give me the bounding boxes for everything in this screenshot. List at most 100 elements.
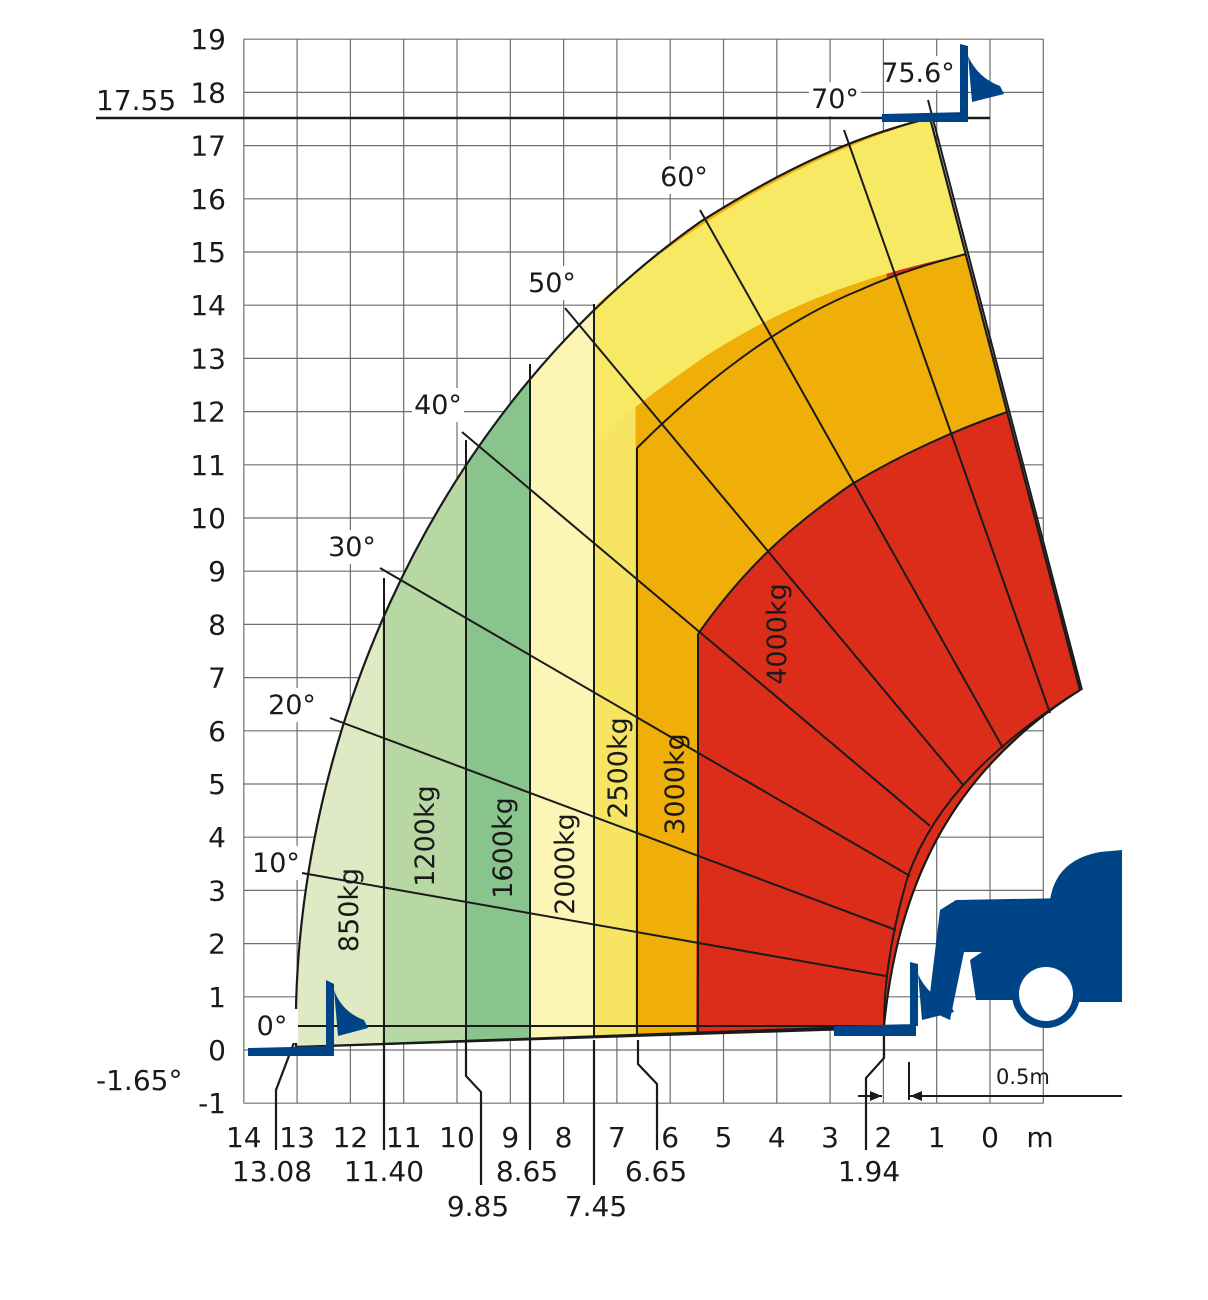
angle-label-bg (246, 1009, 298, 1043)
telehandler-boom-icon (928, 898, 1070, 1020)
y-tick-label: 15 (190, 236, 226, 269)
y-tick-label: 1 (208, 981, 226, 1014)
x-tick-label: 7 (608, 1121, 626, 1154)
boundary-label-6-65: 6.65 (625, 1155, 687, 1188)
y-tick-label: 2 (208, 928, 226, 961)
band-boundary (636, 253, 967, 449)
angle-line (461, 431, 931, 827)
y-tick-label: 13 (190, 342, 226, 375)
angle-label: 10° (252, 848, 300, 879)
y-tick-label: 18 (190, 76, 226, 109)
telehandler-icon (928, 850, 1122, 1028)
angle-line (379, 567, 911, 877)
x-tick-label: 6 (661, 1121, 679, 1154)
x-tick-label: 13 (279, 1121, 315, 1154)
angle-label-bg (809, 82, 861, 116)
band-red (696, 412, 1080, 1032)
y-tick-label: 17 (190, 130, 226, 163)
x-tick-label: 5 (715, 1121, 733, 1154)
x-tick-label: 12 (333, 1121, 369, 1154)
y-tick-label: 7 (208, 662, 226, 695)
boundary-label-9-85: 9.85 (447, 1190, 509, 1223)
band-yellow-upper (595, 118, 966, 440)
y-tick-label: 9 (208, 555, 226, 588)
angle-label-bg (658, 160, 710, 194)
reach-envelope-outline (294, 116, 1082, 1049)
angle-label: 75.6° (881, 58, 955, 89)
y-tick-label: 6 (208, 715, 226, 748)
boundary-label-7-45: 7.45 (565, 1190, 627, 1223)
x-tick-label: 1 (928, 1121, 946, 1154)
capacity-label: 1200kg (410, 785, 441, 887)
angle-label: 50° (528, 268, 576, 299)
angle-line (843, 129, 1051, 714)
yellow-orange-bands (595, 118, 1081, 1032)
fork-clearance-dimension (858, 1062, 1122, 1101)
y-tick-label: 8 (208, 608, 226, 641)
y-tick-label: -1 (198, 1087, 226, 1120)
load-zone-2000kg (528, 118, 593, 1047)
y-tick-label: 5 (208, 768, 226, 801)
y-tick-label: 10 (190, 502, 226, 535)
angle-label-bg (250, 846, 302, 880)
angle-label-bg (526, 266, 578, 300)
boundary-label-11-40: 11.40 (344, 1155, 424, 1188)
x-tick-label: 0 (981, 1121, 999, 1154)
x-tick-label: 11 (386, 1121, 422, 1154)
leader-9-85 (464, 1040, 483, 1185)
angle-line (699, 209, 1004, 749)
y-tick-label: 14 (190, 289, 226, 322)
leader-6-65 (636, 1040, 659, 1150)
boundary-labels: 13.08 11.40 9.85 8.65 7.45 6.65 1.94 (232, 1155, 900, 1223)
angle-labels: 0° 10° 20° 30° 40° 50° 60° 70° 75.6° (246, 56, 955, 1043)
load-zone-1200kg (382, 118, 465, 1047)
angle-label-bg (412, 388, 464, 422)
leader-13-08 (274, 1039, 297, 1150)
fork-clearance-label: 0.5m (996, 1065, 1050, 1089)
capacity-label: 1600kg (488, 797, 519, 899)
angle-label: 40° (414, 390, 462, 421)
inner-envelope (883, 689, 1081, 1027)
angle-label: 20° (268, 690, 316, 721)
angle-label: 60° (660, 162, 708, 193)
fork-icon-right (834, 962, 954, 1036)
angle-label-bg (892, 56, 944, 90)
x-tick-label: 2 (874, 1121, 892, 1154)
y-tick-label: 19 (190, 23, 226, 56)
x-tick-label: 9 (501, 1121, 519, 1154)
y-tick-label: 16 (190, 183, 226, 216)
min-angle-label: -1.65° (96, 1064, 182, 1097)
capacity-label: 2500kg (603, 717, 634, 819)
band-boundary (697, 411, 1008, 635)
angle-line (564, 307, 965, 787)
x-tick-label: 10 (439, 1121, 475, 1154)
angle-label: 30° (328, 532, 376, 563)
leader-1-94 (864, 1030, 886, 1150)
x-tick-label: 14 (226, 1121, 262, 1154)
fork-icon-left (248, 980, 368, 1056)
y-tick-label: 12 (190, 396, 226, 429)
fork-icon (248, 980, 368, 1056)
capacity-label: 850kg (334, 868, 365, 952)
load-zone-1600kg (464, 118, 529, 1047)
band-orange (637, 254, 1007, 634)
y-tick-label: 3 (208, 874, 226, 907)
x-tick-label: 8 (555, 1121, 573, 1154)
zone-boundary-lines (294, 304, 885, 1048)
angle-line (329, 717, 897, 931)
x-axis-unit: m (1026, 1121, 1053, 1154)
angle-label-bg (266, 688, 318, 722)
fork-icon (834, 962, 954, 1036)
x-tick-label: 4 (768, 1121, 786, 1154)
angle-label: 70° (811, 84, 859, 115)
capacity-label: 4000kg (762, 583, 793, 685)
angle-label: 0° (257, 1011, 288, 1042)
boundary-label-8-65: 8.65 (496, 1155, 558, 1188)
capacity-label: 3000kg (660, 733, 691, 835)
boom-angle-lines (301, 99, 1083, 977)
boundary-leader-lines (274, 1030, 886, 1185)
boundary-label-13-08: 13.08 (232, 1155, 312, 1188)
y-tick-label: 4 (208, 821, 226, 854)
